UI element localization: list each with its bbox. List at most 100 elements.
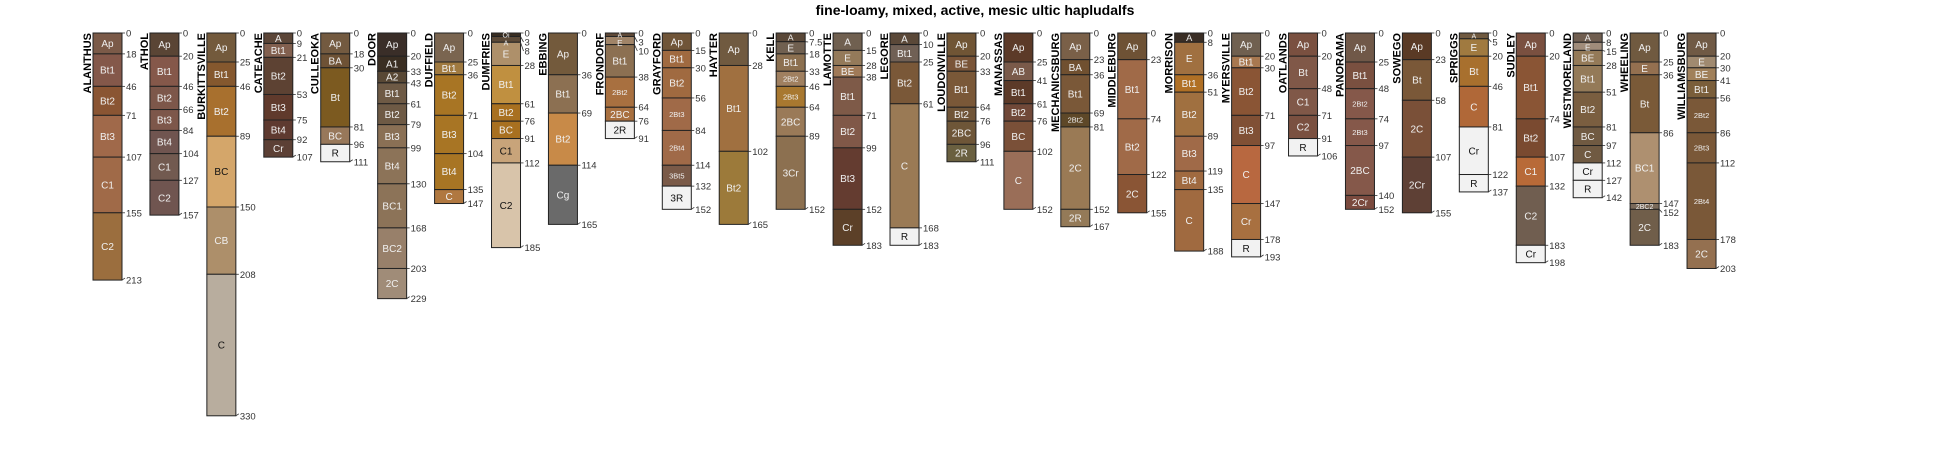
horizon-label: A: [275, 34, 282, 45]
depth-label: 71: [1265, 111, 1276, 122]
horizon-label: Bt3: [385, 132, 400, 143]
horizon-label: Bt4: [1182, 176, 1197, 187]
profile-name: LOUDONVILLE: [936, 33, 948, 112]
depth-label: 114: [695, 161, 710, 172]
depth-label: 36: [1094, 70, 1105, 81]
depth-label: 122: [1492, 170, 1508, 181]
depth-label: 0: [1663, 29, 1668, 40]
horizon-label: 2Bt2: [612, 88, 627, 97]
depth-label: 20: [411, 52, 422, 63]
profile-name: WILLIAMSBURG: [1676, 33, 1688, 120]
depth-label: 157: [183, 211, 199, 222]
depth-label: 20: [1492, 52, 1503, 63]
profile-name: CULLEOKA: [310, 33, 322, 94]
depth-label: 112: [1606, 158, 1621, 169]
profile-name: FRONDORF: [594, 33, 606, 96]
horizon-label: 2Bt3: [669, 110, 684, 119]
depth-label: 178: [1265, 235, 1281, 246]
depth-label: 8: [525, 47, 530, 58]
profile-name: LAMOTTE: [822, 33, 834, 86]
horizon-label: C1: [1297, 98, 1310, 109]
depth-label: 0: [297, 29, 302, 40]
depth-label: 33: [411, 67, 422, 78]
horizon-label: Cr: [1241, 217, 1252, 228]
horizon-label: C1: [1524, 167, 1537, 178]
depth-label: 5: [1492, 38, 1497, 49]
horizon-label: Bt2: [214, 107, 229, 118]
horizon-label: Bt1: [840, 92, 855, 103]
horizon-label: Bt2: [271, 72, 286, 83]
depth-label: 104: [468, 149, 484, 160]
horizon-label: R: [1584, 185, 1591, 196]
horizon-label: R: [1299, 143, 1306, 154]
horizon-label: Ap: [1126, 42, 1139, 53]
profile-name: MYERSVILLE: [1221, 33, 1233, 103]
horizon-label: 2Bt3: [1352, 128, 1367, 137]
horizon-label: Ap: [955, 40, 968, 51]
depth-label: 20: [1265, 52, 1276, 63]
depth-label: 137: [1492, 187, 1508, 198]
horizon-label: Ap: [1240, 40, 1253, 51]
depth-label: 74: [1378, 114, 1389, 125]
depth-label: 56: [695, 93, 706, 104]
depth-label: 97: [1606, 141, 1617, 152]
depth-label: 36: [1208, 70, 1219, 81]
horizon-label: Ap: [1638, 43, 1651, 54]
horizon-label: 2C: [1069, 164, 1082, 175]
depth-label: 61: [923, 99, 934, 110]
profile-name: GRAYFORD: [651, 33, 663, 95]
horizon-label: Ap: [443, 43, 456, 54]
horizon-label: BE: [955, 59, 969, 70]
horizon-label: Ap: [1525, 40, 1538, 51]
horizon-label: Bt1: [612, 56, 627, 67]
depth-label: 81: [1094, 122, 1105, 133]
horizon-label: Ap: [386, 40, 399, 51]
depth-label: 188: [1208, 247, 1224, 258]
depth-label: 155: [126, 208, 142, 219]
depth-label: 46: [1492, 82, 1503, 93]
horizon-label: Bt: [1412, 76, 1422, 87]
horizon-label: BA: [329, 56, 343, 67]
horizon-label: A1: [386, 59, 399, 70]
depth-label: 81: [1492, 122, 1503, 133]
depth-label: 89: [809, 132, 820, 143]
depth-label: 96: [354, 140, 365, 151]
depth-label: 64: [809, 103, 820, 114]
horizon-label: C: [1584, 150, 1591, 161]
horizon-label: 2BC: [952, 128, 971, 139]
depth-label: 36: [581, 70, 592, 81]
horizon-label: 2R: [613, 125, 626, 136]
depth-label: 7.5: [809, 38, 822, 49]
horizon-label: Bt: [1469, 67, 1479, 78]
horizon-label: Bt2: [726, 183, 741, 194]
horizon-label: Ap: [215, 43, 228, 54]
depth-label: 84: [695, 126, 706, 137]
depth-label: 132: [1549, 182, 1565, 193]
horizon-label: Ap: [557, 49, 570, 60]
depth-label: 147: [1265, 199, 1281, 210]
horizon-label: Ap: [1297, 40, 1310, 51]
depth-label: 92: [297, 135, 308, 146]
horizon-label: Ap: [1069, 42, 1082, 53]
depth-label: 38: [638, 73, 649, 84]
horizon-label: Ap: [728, 45, 741, 56]
profile-name: DUFFIELD: [424, 33, 436, 87]
horizon-label: E: [503, 49, 510, 60]
depth-label: 15: [866, 46, 877, 57]
depth-label: 0: [411, 29, 416, 40]
horizon-label: Cr: [1582, 167, 1593, 178]
horizon-label: Bt1: [1182, 79, 1197, 90]
horizon-label: A: [844, 37, 851, 48]
depth-label: 183: [923, 241, 939, 252]
horizon-label: BC: [1581, 132, 1595, 143]
horizon-label: Bt1: [726, 104, 741, 115]
depth-label: 41: [1720, 76, 1731, 87]
depth-label: 25: [1378, 58, 1389, 69]
depth-label: 0: [354, 29, 359, 40]
